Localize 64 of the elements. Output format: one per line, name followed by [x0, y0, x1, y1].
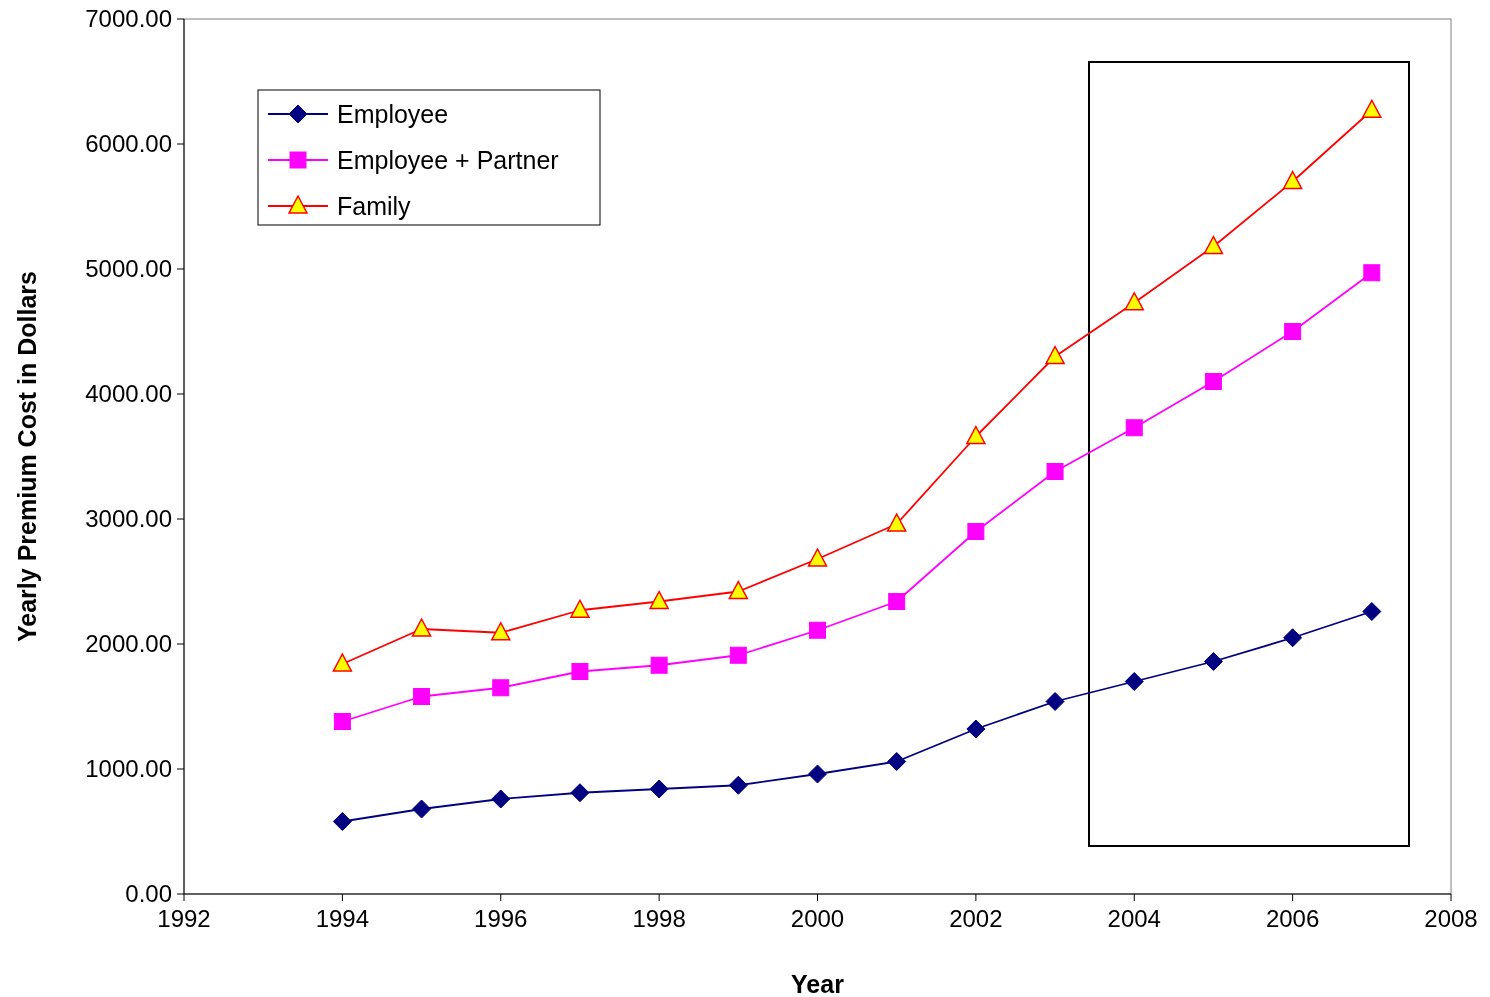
x-axis-title: Year: [791, 970, 845, 997]
x-tick-label: 1994: [315, 905, 370, 932]
y-tick-label: 6000.00: [85, 130, 172, 158]
point: [1363, 264, 1381, 282]
point: [1125, 419, 1143, 437]
point: [650, 656, 668, 674]
x-tick-label: 2000: [790, 905, 845, 932]
point: [729, 646, 747, 664]
point: [1362, 602, 1382, 621]
point: [412, 799, 432, 819]
point: [887, 752, 907, 771]
point: [807, 548, 828, 567]
x-tick-label: 1996: [474, 905, 528, 932]
point: [966, 425, 986, 445]
point: [888, 593, 906, 610]
legend-label: Employee + Partner: [337, 145, 559, 174]
point: [728, 580, 749, 600]
point: [332, 812, 352, 831]
point: [1124, 292, 1144, 311]
point: [886, 513, 907, 532]
y-tick-label: 5000.00: [85, 255, 172, 283]
y-axis-title: Yearly Premium Cost in Dollars: [13, 271, 41, 642]
point: [1046, 463, 1064, 480]
point: [1204, 373, 1222, 390]
point: [332, 653, 353, 672]
point: [808, 764, 827, 784]
point: [1045, 692, 1065, 711]
y-tick-label: 4000.00: [85, 380, 172, 408]
point: [1284, 323, 1302, 340]
point: [1124, 672, 1144, 691]
x-tick-label: 1992: [157, 905, 211, 932]
point: [1283, 628, 1303, 648]
x-tick-label: 1998: [632, 905, 686, 932]
x-tick-label: 2008: [1424, 905, 1478, 932]
point: [809, 621, 826, 639]
point: [571, 663, 589, 680]
point: [649, 590, 669, 610]
x-tick-label: 2002: [949, 905, 1003, 932]
point: [1203, 652, 1223, 671]
point: [491, 789, 511, 809]
point: [570, 599, 590, 618]
point: [966, 719, 986, 739]
legend-label: Family: [337, 191, 412, 220]
point: [492, 679, 510, 697]
point: [570, 783, 590, 803]
point: [413, 688, 431, 705]
point: [1282, 170, 1303, 190]
point: [1203, 235, 1224, 255]
point: [1362, 99, 1382, 118]
legend-label: Employee: [337, 99, 449, 128]
y-tick-label: 1000.00: [85, 755, 172, 783]
point: [967, 523, 985, 540]
point: [333, 713, 351, 730]
point: [649, 779, 669, 799]
point: [728, 775, 748, 795]
x-tick-label: 2006: [1265, 905, 1320, 932]
y-tick-label: 0.00: [125, 880, 172, 908]
point: [1045, 345, 1065, 365]
y-tick-label: 3000.00: [85, 505, 172, 533]
y-tick-label: 2000.00: [85, 630, 172, 658]
x-tick-label: 2004: [1107, 905, 1161, 932]
y-tick-label: 7000.00: [85, 5, 172, 33]
point: [491, 622, 511, 641]
point: [411, 618, 432, 637]
